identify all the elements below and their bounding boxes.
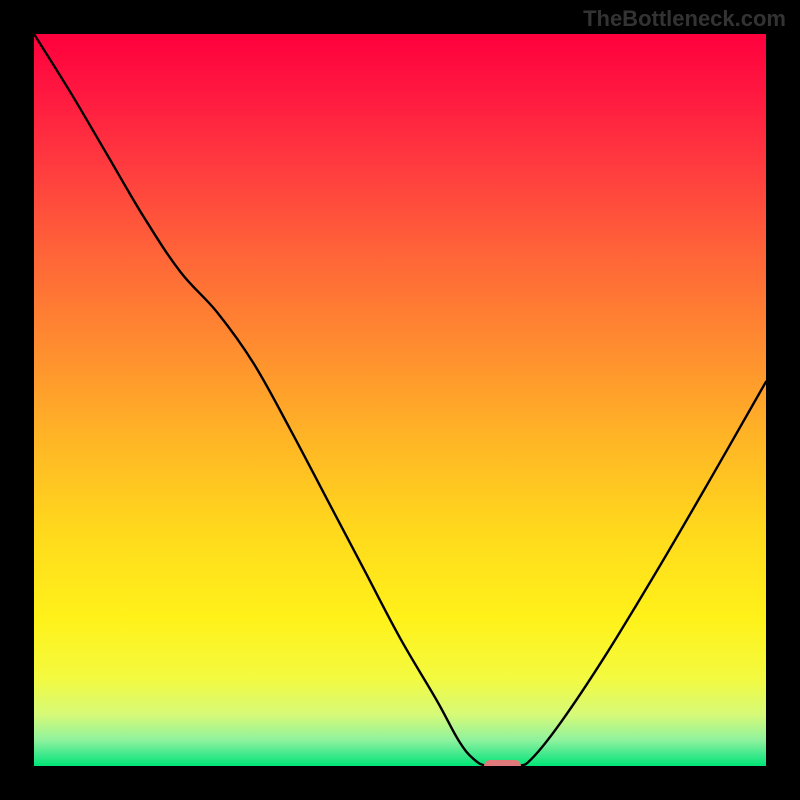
watermark-text: TheBottleneck.com — [583, 6, 786, 32]
optimal-marker — [484, 760, 521, 766]
bottleneck-curve — [34, 34, 766, 766]
bottleneck-chart — [34, 34, 766, 766]
